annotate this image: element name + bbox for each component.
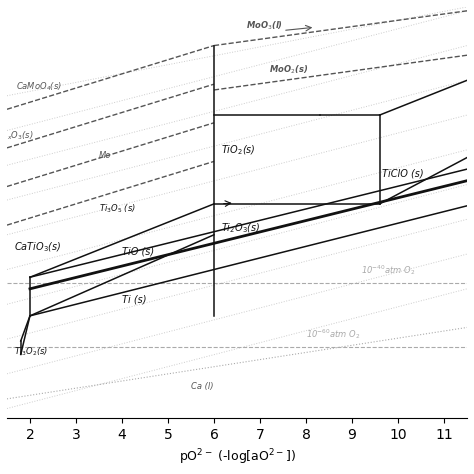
Text: Mo: Mo <box>99 151 111 160</box>
Text: CaTiO$_3$(s): CaTiO$_3$(s) <box>14 240 62 254</box>
Text: TiClO (s): TiClO (s) <box>382 169 424 179</box>
Text: Ca (l): Ca (l) <box>191 382 213 391</box>
Text: TiO$_2$(s): TiO$_2$(s) <box>221 144 255 157</box>
Text: Ti$_2$O$_3$(s): Ti$_2$O$_3$(s) <box>221 221 260 235</box>
Text: 10$^{-60}$atm O$_2$: 10$^{-60}$atm O$_2$ <box>306 327 360 341</box>
Text: Ti$_3$O$_2$(s): Ti$_3$O$_2$(s) <box>14 346 48 358</box>
Text: TiO (s): TiO (s) <box>122 246 154 256</box>
X-axis label: pO$^{2-}$ (-log[aO$^{2-}$]): pO$^{2-}$ (-log[aO$^{2-}$]) <box>179 447 295 467</box>
Text: $_x$O$_3$(s): $_x$O$_3$(s) <box>7 129 34 142</box>
Text: MoO$_3$(l): MoO$_3$(l) <box>246 19 283 32</box>
Text: MoO$_2$(s): MoO$_2$(s) <box>269 64 309 76</box>
Text: Ti$_3$O$_5$ (s): Ti$_3$O$_5$ (s) <box>99 202 136 215</box>
Text: CaMoO$_4$(s): CaMoO$_4$(s) <box>16 81 62 93</box>
Text: 10$^{-40}$atm O$_2$: 10$^{-40}$atm O$_2$ <box>361 263 416 277</box>
Text: Ti (s): Ti (s) <box>122 294 146 304</box>
